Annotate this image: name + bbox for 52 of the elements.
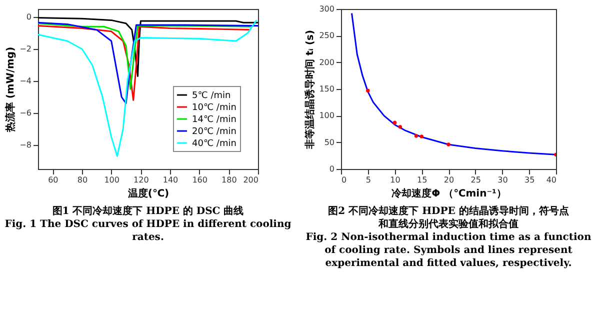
y-tick-label: 0	[329, 164, 334, 174]
x-tick-label: 120	[134, 176, 149, 184]
x-axis-title: 冷却速度Φ （℃min⁻¹）	[392, 188, 506, 200]
y-tick-label: 0	[26, 12, 32, 22]
y-tick-label: −6	[20, 108, 32, 118]
x-tick-label: 25	[470, 176, 481, 184]
caption: 图2 不同冷却速度下 HDPE 的结晶诱导时间，符号点和直线分别代表实验值和拟合值	[328, 205, 569, 230]
x-tick-label: 140	[162, 176, 178, 184]
legend-label: 20℃ /min	[192, 127, 236, 137]
x-axis-title: 温度(℃)	[126, 188, 170, 200]
x-tick-label: 200	[243, 176, 258, 184]
point	[398, 125, 402, 129]
y-tick-label: −4	[20, 76, 32, 86]
y-tick-label: −8	[20, 140, 32, 150]
y-tick-label: 150	[319, 84, 334, 94]
x-tick-label: 100	[104, 176, 120, 184]
point	[366, 88, 370, 92]
y-tick-label: 100	[319, 111, 334, 120]
point	[392, 120, 397, 124]
line-series	[38, 17, 258, 77]
legend-label: 40℃ /min	[192, 139, 236, 149]
x-tick-label: 80	[77, 176, 88, 184]
legend-label: 10℃ /min	[192, 103, 236, 113]
line-series	[38, 19, 258, 157]
y-axis-title: 非等温结晶诱导时间 tᵢ (s)	[304, 30, 316, 150]
x-tick-label: 40	[546, 176, 556, 184]
y-tick-label: 200	[319, 58, 334, 67]
x-tick-label: 5	[366, 176, 371, 184]
legend-label: 5℃ /min	[192, 91, 231, 101]
line-series	[38, 22, 252, 90]
x-tick-label: 180	[222, 176, 237, 184]
caption: 图1 不同冷却速度下 HDPE 的 DSC 曲线	[52, 205, 244, 217]
caption: Fig. 1 The DSC curves of HDPE in different cooling rates.	[4, 219, 292, 243]
point	[446, 142, 450, 146]
x-tick-label: 35	[524, 176, 535, 184]
y-tick-label: 250	[319, 31, 334, 40]
caption: Fig. 2 Non-isothermal induction time as a function of cooling rate. Symbols and lines represent experimental and fitted values, respectively.	[306, 232, 592, 269]
y-axis-title: 热流率 (mW/mg)	[4, 46, 17, 134]
legend-label: 14℃ /min	[192, 115, 236, 125]
x-tick-label: 15	[417, 176, 428, 184]
point	[414, 134, 418, 138]
y-tick-label: −2	[20, 44, 32, 54]
point	[420, 134, 424, 138]
y-tick-label: 50	[324, 138, 334, 147]
x-tick-label: 20	[444, 176, 454, 184]
line-series	[351, 12, 556, 156]
x-tick-label: 160	[192, 176, 208, 184]
x-tick-label: 10	[390, 176, 400, 184]
x-tick-label: 30	[498, 176, 508, 184]
x-tick-label: 60	[48, 176, 58, 184]
x-tick-label: 0	[342, 176, 347, 184]
y-tick-label: 300	[319, 4, 334, 14]
